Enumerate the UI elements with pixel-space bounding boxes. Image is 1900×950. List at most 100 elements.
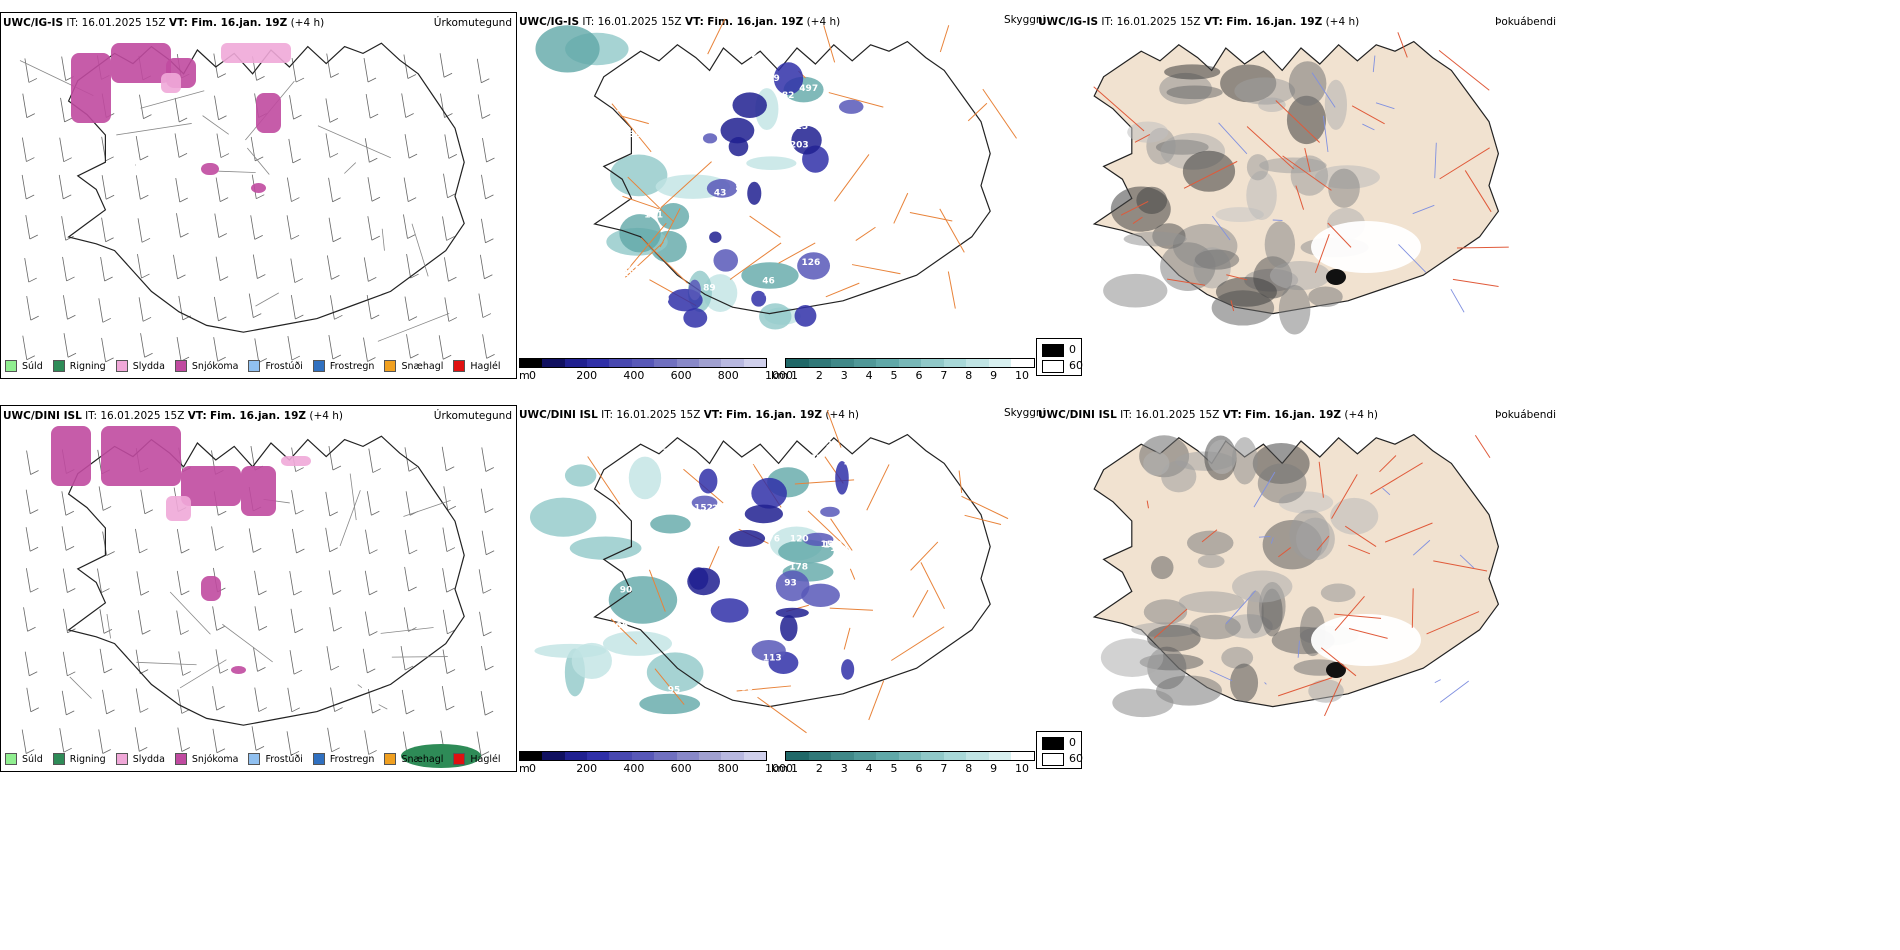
wind-barb	[101, 337, 107, 362]
colorbar-segment	[786, 359, 809, 367]
wind-barb-flag	[63, 157, 72, 163]
panel-title: UWC/DINI ISL IT: 16.01.2025 15Z VT: Fim.…	[1038, 409, 1379, 421]
road	[828, 92, 884, 108]
road	[1120, 200, 1149, 216]
wind-barb	[24, 651, 30, 676]
wind-barb-flag	[66, 710, 75, 716]
ceiling-value-label: 126	[801, 258, 820, 268]
road	[736, 685, 791, 692]
river	[1398, 244, 1427, 273]
fog-index-shade	[1257, 463, 1307, 504]
wind-barb	[176, 529, 182, 554]
snow-area	[71, 53, 111, 123]
road	[910, 541, 939, 571]
wind-barb-flag	[480, 751, 490, 756]
wind-barb-flag	[481, 114, 491, 119]
fog-index-shade	[1286, 95, 1327, 145]
wind-barb-flag	[216, 748, 226, 754]
ceiling-value-label: 338	[623, 130, 642, 140]
road	[619, 115, 649, 125]
wind-barb-flag	[182, 671, 191, 676]
wind-barb-flag	[371, 235, 381, 241]
road	[1397, 32, 1408, 58]
ceiling-value-label: 170	[823, 541, 842, 551]
legend-swatch	[453, 753, 466, 765]
panel-title: UWC/IG-IS IT: 16.01.2025 15Z VT: Fim. 16…	[1038, 16, 1360, 28]
wind-barb-flag	[105, 357, 114, 363]
ceiling-value-label: 250	[650, 295, 669, 305]
wind-barb	[481, 530, 487, 555]
wind-barb-flag	[220, 153, 230, 158]
wind-barb	[364, 730, 370, 755]
visibility-tick-label: 2	[815, 369, 823, 382]
wind-barb	[214, 213, 220, 238]
road	[1439, 147, 1490, 180]
fog-panel-bottom: UWC/DINI ISL IT: 16.01.2025 15Z VT: Fim.…	[1036, 405, 1556, 772]
legend-item-1: Rigning	[52, 753, 106, 765]
wind-barb	[291, 58, 297, 83]
road	[1320, 647, 1357, 677]
low-visibility-area	[610, 154, 668, 197]
wind-barb	[325, 98, 331, 123]
wind-barb-flag	[447, 193, 456, 199]
wind-barb-flag	[481, 78, 490, 84]
wind-barb	[63, 608, 68, 633]
ceiling-tick-label: 600	[670, 762, 692, 775]
wind-barb	[212, 606, 218, 631]
cloud-base-area	[698, 468, 718, 494]
road	[982, 88, 1017, 139]
ceiling-value-label: 25	[796, 122, 809, 132]
road	[1327, 222, 1352, 248]
wind-barb	[178, 651, 184, 676]
ceiling-value-label: 29	[622, 269, 635, 279]
road	[255, 292, 280, 307]
road	[391, 656, 448, 658]
legend-item-4: Frostúði	[248, 360, 303, 372]
wind-barb-flag	[369, 590, 378, 596]
road	[1226, 274, 1248, 281]
road	[1433, 560, 1488, 572]
wind-barb	[442, 527, 448, 552]
wind-barb-flag	[371, 196, 381, 202]
wind-barb-flag	[291, 355, 301, 361]
wind-barb-flag	[334, 314, 343, 320]
wind-barb	[478, 569, 484, 594]
wind-barb	[213, 53, 219, 78]
wind-barb	[400, 645, 406, 671]
low-visibility-area	[564, 464, 597, 487]
wind-barb-flag	[219, 276, 229, 282]
road	[830, 518, 853, 551]
wind-barb-flag	[103, 668, 113, 674]
legend-item-3: Snjókoma	[174, 360, 238, 372]
road	[1348, 544, 1371, 555]
colorbar-segment	[542, 752, 565, 760]
visibility-unit: km	[771, 369, 789, 382]
cloud-base-area	[835, 461, 849, 495]
road	[829, 607, 873, 611]
wind-barb	[254, 606, 260, 631]
road	[939, 25, 950, 53]
road	[778, 242, 816, 264]
precip-map	[21, 426, 495, 768]
colorbar-segment	[786, 752, 809, 760]
wind-barb-flag	[139, 548, 148, 554]
road	[1426, 611, 1480, 635]
panel-title: UWC/IG-IS IT: 16.01.2025 15Z VT: Fim. 16…	[519, 16, 841, 28]
wind-barb-flag	[141, 273, 150, 279]
wind-barb-flag	[291, 707, 300, 713]
fog-legend: 0 60	[1036, 731, 1083, 769]
wind-barb	[439, 53, 445, 78]
road	[1167, 278, 1206, 286]
wind-barb-flag	[257, 666, 266, 672]
legend-item-3: Snjókoma	[174, 753, 238, 765]
panel-title: UWC/IG-IS IT: 16.01.2025 15Z VT: Fim. 16…	[3, 17, 325, 29]
legend-label: Súld	[22, 360, 43, 372]
ceiling-value-label: 28	[764, 288, 777, 298]
wind-barb	[479, 611, 484, 636]
wind-barb	[366, 294, 372, 320]
fog-index-shade	[1112, 688, 1174, 718]
road	[1379, 455, 1397, 473]
visibility-tick-label: 6	[915, 369, 923, 382]
sleet-area	[221, 43, 291, 63]
ceiling-value-label: 102	[813, 440, 832, 450]
